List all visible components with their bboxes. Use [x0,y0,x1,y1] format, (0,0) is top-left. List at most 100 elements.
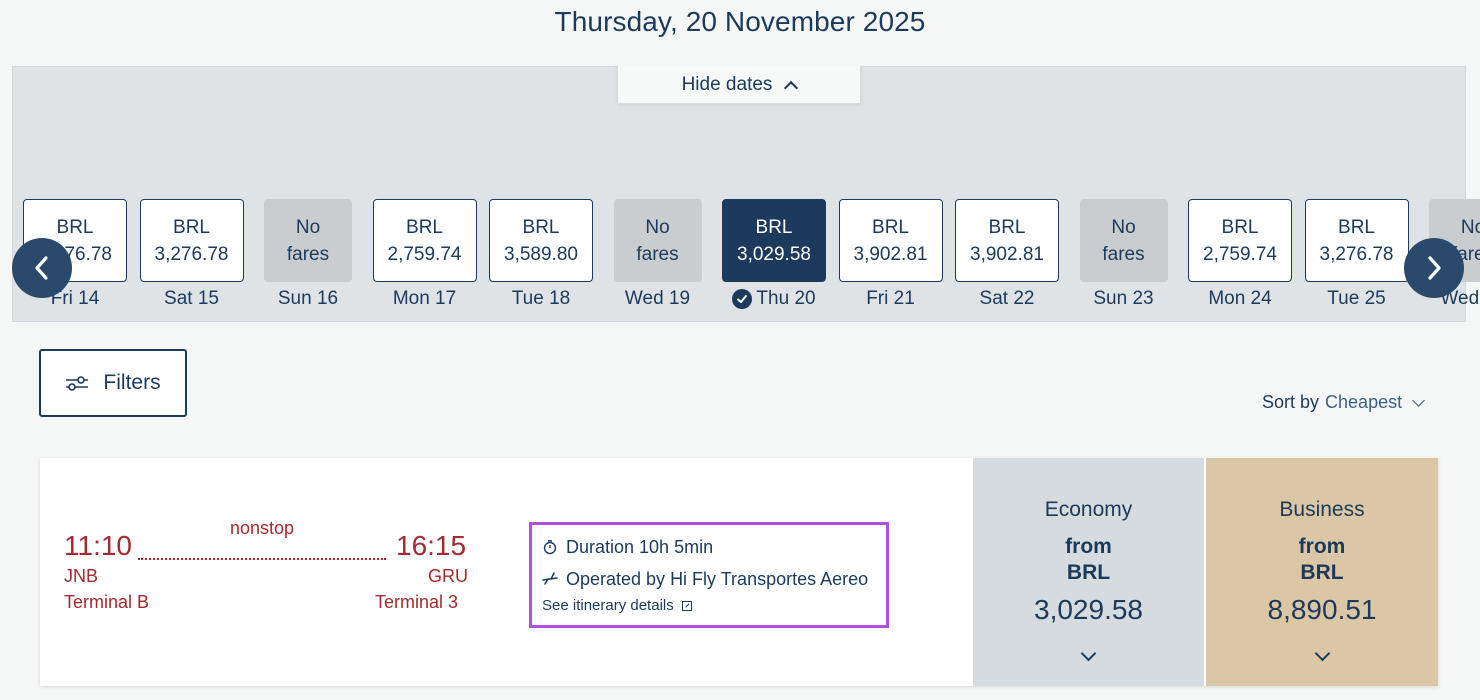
fare-line-1: No [1111,216,1136,238]
external-link-icon [681,600,692,611]
date-option[interactable]: No fares Wed 19 [606,199,710,309]
date-option[interactable]: BRL 3,589.80 Tue 18 [489,199,593,309]
arrival-time: 16:15 [396,530,467,561]
day-label: Sat 22 [955,288,1059,310]
day-label: Tue 25 [1305,288,1409,310]
day-text: Sat 15 [164,288,219,309]
date-option[interactable]: No fares Sun 23 [1072,199,1176,309]
departure-airport: JNB [64,566,99,586]
fare-box[interactable]: BRL 2,759.74 [1188,199,1292,282]
fare-line-2: fares [286,243,330,265]
fare-line-1: No [645,216,670,238]
date-option[interactable]: BRL 2,759.74 Mon 24 [1188,199,1292,309]
date-option[interactable]: BRL 3,029.58 Thu 20 [722,199,826,309]
economy-fare-option[interactable]: Economy from BRL 3,029.58 [973,458,1204,686]
checkmark-icon [732,289,753,309]
day-text: Sat 22 [979,288,1035,309]
fare-line-1: BRL [56,216,94,238]
day-text: Wed 19 [624,288,691,309]
fare-box[interactable]: BRL 2,759.74 [372,199,477,282]
chevron-right-icon [1428,256,1441,280]
day-label: Mon 17 [373,288,477,310]
duration-row: Duration 10h 5min [542,531,876,563]
departure-time: 11:10 [64,530,132,561]
day-text: Sun 16 [277,288,339,309]
economy-from-label: from [1065,535,1112,558]
chevron-down-icon [1412,394,1425,407]
day-label: Wed 19 [606,288,710,310]
fare-box[interactable]: BRL 3,276.78 [139,199,244,282]
route-line [138,558,386,560]
fare-line-2: 3,902.81 [853,243,928,265]
operator-row: Operated by Hi Fly Transportes Aereo [542,563,876,595]
airplane-icon [542,572,558,585]
economy-currency: BRL [1066,561,1111,584]
hide-dates-button[interactable]: Hide dates [617,66,861,104]
date-option[interactable]: BRL 2,759.74 Mon 17 [372,199,477,310]
arrival-airport: GRU [428,566,468,586]
day-label: Sun 16 [256,288,360,310]
day-text: Wed 26 [1440,288,1480,309]
duration-text: Duration 10h 5min [566,536,714,557]
business-fare-option[interactable]: Business from BRL 8,890.51 [1206,458,1438,686]
day-text: Tue 25 [1327,288,1386,309]
previous-dates-button[interactable] [12,238,72,298]
economy-cabin-name: Economy [1044,498,1133,521]
date-option[interactable]: BRL 3,276.78 Sat 15 [139,199,244,310]
day-text: Mon 17 [392,288,457,309]
stopwatch-icon [543,540,557,555]
fare-line-2: 3,029.58 [737,243,811,265]
economy-from: from BRL [1065,534,1112,586]
filters-button[interactable]: Filters [39,349,187,417]
departure-terminal: Terminal B [64,592,150,612]
day-text: Tue 18 [511,288,571,309]
operator-text: Operated by Hi Fly Transportes Aereo [566,568,869,589]
next-dates-button[interactable] [1404,238,1464,298]
fare-box[interactable]: BRL 3,902.81 [955,199,1059,282]
day-text: Fri 21 [866,288,915,309]
date-option[interactable]: BRL 3,902.81 Sat 22 [955,199,1059,309]
fare-line-2: 3,276.78 [1319,243,1394,265]
page-title: Thursday, 20 November 2025 [554,6,926,37]
stops-label: nonstop [230,518,295,538]
day-label: Mon 24 [1188,288,1292,310]
date-option[interactable]: No fares Sun 16 [256,199,360,309]
fare-line-1: BRL [988,216,1026,238]
fare-box[interactable]: BRL 3,902.81 [838,199,943,282]
arrival-terminal: Terminal 3 [375,592,459,612]
chevron-down-icon [1314,645,1330,662]
sliders-icon [66,376,89,391]
business-from-label: from [1298,535,1346,558]
no-fares-box[interactable]: No fares [613,199,702,282]
itinerary-details-link[interactable]: See itinerary details [542,597,876,614]
fare-box[interactable]: BRL 3,589.80 [489,199,593,282]
day-label: Sat 15 [140,288,244,310]
day-text: Sun 23 [1093,288,1154,309]
date-strip: Hide dates BRL 3,276.78 Fri 14 BRL 3,276.78 S… [12,66,1480,322]
date-option[interactable]: BRL 3,902.81 Fri 21 [838,199,943,309]
fare-box[interactable]: BRL 3,029.58 [722,199,826,282]
no-fares-box[interactable]: No fares [1079,199,1168,282]
day-text: Fri 14 [50,288,100,309]
sort-dropdown[interactable]: Sort by Cheapest [1262,392,1425,413]
day-text: Thu 20 [756,288,816,309]
economy-price: 3,029.58 [1034,594,1143,625]
fare-line-1: No [295,216,321,238]
fare-line-1: No [1460,216,1480,238]
fare-box[interactable]: BRL 3,276.78 [1304,199,1409,282]
day-text: Mon 24 [1208,288,1272,309]
fare-line-1: BRL [872,216,909,238]
fare-line-2: fares [636,243,679,265]
business-from: from BRL [1299,534,1346,586]
date-option[interactable]: BRL 3,276.78 Tue 25 [1304,199,1409,310]
hide-dates-label: Hide dates [681,73,773,95]
chevron-left-icon [35,256,48,280]
itinerary-link-label: See itinerary details [542,597,674,614]
fare-line-2: fares [1102,243,1145,265]
fare-line-1: BRL [1221,216,1259,238]
sort-value: Cheapest [1325,392,1403,412]
fare-line-1: BRL [755,216,793,238]
business-currency: BRL [1300,561,1344,584]
no-fares-box[interactable]: No fares [264,199,352,282]
business-price: 8,890.51 [1267,594,1377,625]
